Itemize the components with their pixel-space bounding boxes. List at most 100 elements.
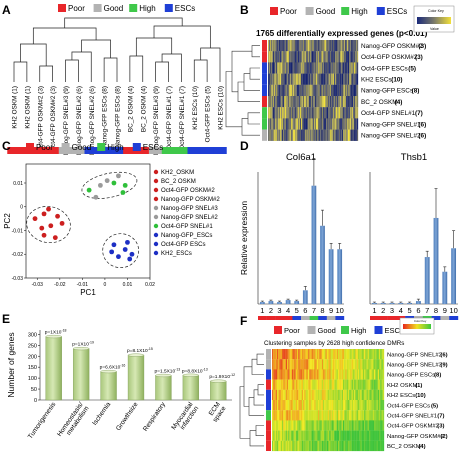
- heatmap-cell: [327, 40, 329, 52]
- heatmap-cell: [268, 107, 270, 119]
- heatmap-cell: [325, 62, 327, 74]
- heatmap-cell: [323, 84, 324, 97]
- heatmap-cell: [343, 62, 345, 74]
- heatmap-cell: [371, 369, 373, 380]
- heatmap-cell: [313, 389, 315, 401]
- heatmap-cell: [349, 96, 350, 108]
- heatmap-cell: [356, 129, 357, 141]
- heatmap-cell: [307, 73, 308, 85]
- heatmap-cell: [273, 389, 275, 401]
- heatmap-cell: [332, 118, 333, 130]
- bar: [442, 271, 448, 304]
- heatmap-cell: [356, 118, 357, 130]
- leaf-label: KH2 ESCs (10): [218, 86, 225, 130]
- y-tick-label: 50: [31, 387, 37, 393]
- heatmap-cell: [278, 379, 280, 390]
- heatmap-cell: [293, 430, 295, 441]
- heatmap-cell: [365, 369, 367, 380]
- heatmap-cell: [303, 96, 305, 108]
- heatmap-cell: [305, 51, 307, 63]
- heatmap-cell: [339, 400, 341, 411]
- heatmap-cell: [296, 51, 297, 63]
- row-label-number: (7): [437, 414, 444, 420]
- heatmap-cell: [275, 129, 277, 141]
- heatmap-cell: [319, 84, 320, 97]
- heatmap-cell: [304, 107, 306, 119]
- heatmap-cell: [324, 118, 326, 130]
- heatmap-cell: [370, 430, 372, 441]
- heatmap-cell: [326, 62, 328, 74]
- heatmap-cell: [286, 410, 289, 421]
- heatmap-cell: [312, 40, 314, 52]
- heatmap-cell: [295, 369, 298, 380]
- heatmap-cell: [320, 40, 322, 52]
- heatmap-cell: [380, 349, 382, 360]
- heatmap-cell: [316, 84, 318, 97]
- heatmap-cell: [350, 40, 351, 52]
- bar: [285, 300, 291, 304]
- heatmap-cell: [350, 62, 351, 74]
- heatmap-cell: [272, 107, 273, 119]
- heatmap-cell: [305, 430, 307, 441]
- heatmap-cell: [329, 84, 330, 97]
- heatmap-cell: [273, 40, 275, 52]
- heatmap-cell: [367, 420, 370, 431]
- heatmap-cell: [342, 430, 345, 441]
- heatmap-cell: [334, 40, 336, 52]
- heatmap-cell: [329, 73, 331, 85]
- heatmap-cell: [346, 73, 347, 85]
- heatmap-cell: [341, 51, 342, 63]
- heatmap-cell: [347, 118, 349, 130]
- heatmap-cell: [346, 40, 347, 52]
- group-color-cell: [136, 147, 150, 154]
- heatmap-cell: [324, 51, 326, 63]
- heatmap-cell: [274, 129, 275, 141]
- row-label-number: (4): [395, 99, 403, 106]
- heatmap-cell: [281, 118, 282, 130]
- heatmap-cell: [285, 62, 287, 74]
- heatmap-cell: [271, 51, 272, 63]
- heatmap-cell: [283, 129, 284, 141]
- heatmap-cell: [283, 379, 285, 390]
- heatmap-cell: [286, 107, 288, 119]
- heatmap-cell: [314, 440, 316, 452]
- heatmap-cell: [300, 420, 303, 431]
- heatmap-cell: [297, 107, 299, 119]
- heatmap-cell: [321, 379, 324, 390]
- heatmap-cell: [310, 107, 312, 119]
- heatmap-cell: [299, 107, 301, 119]
- row-label-number: (6): [418, 133, 426, 140]
- x-tick-label: 2: [381, 306, 385, 315]
- heatmap-cell: [354, 369, 356, 380]
- heatmap-cell: [331, 84, 332, 97]
- heatmap-cell: [269, 96, 271, 108]
- y-tick-label: 200: [28, 354, 37, 360]
- heatmap-cell: [329, 129, 331, 141]
- heatmap-cell: [316, 51, 317, 63]
- cluster-ellipse: [26, 206, 71, 244]
- heatmap-cell: [322, 73, 324, 85]
- heatmap-cell: [291, 349, 294, 360]
- data-point-escs: [116, 254, 121, 260]
- heatmap-cell: [338, 51, 339, 63]
- heatmap-cell: [341, 40, 342, 52]
- heatmap-cell: [331, 369, 334, 380]
- heatmap-cell: [381, 410, 383, 421]
- heatmap-cell: [334, 420, 336, 431]
- heatmap-cell: [355, 84, 357, 97]
- heatmap-cell: [322, 118, 323, 130]
- heatmap-cell: [304, 359, 306, 370]
- heatmap-cell: [331, 420, 334, 431]
- heatmap-cell: [347, 84, 348, 97]
- heatmap-cell: [286, 440, 289, 452]
- heatmap-cell: [347, 420, 350, 431]
- x-tick-label: -0.02: [54, 282, 66, 288]
- heatmap-cell: [372, 349, 375, 360]
- heatmap-cell: [334, 84, 336, 97]
- heatmap-cell: [352, 420, 355, 431]
- heatmap-cell: [338, 73, 340, 85]
- heatmap-cell: [319, 118, 320, 130]
- heatmap-cell: [326, 400, 329, 411]
- heatmap-cell: [308, 118, 310, 130]
- heatmap-cell: [301, 62, 302, 74]
